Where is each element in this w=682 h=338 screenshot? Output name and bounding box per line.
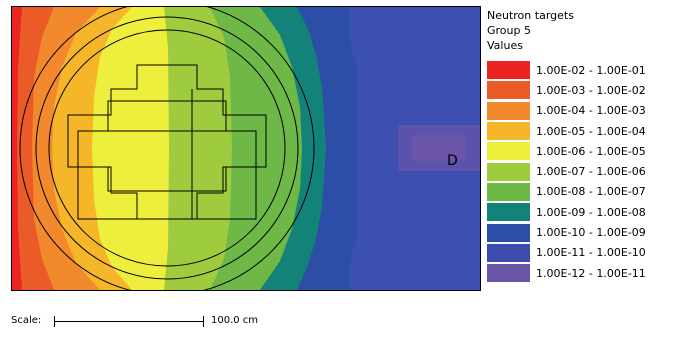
legend-item-label: 1.00E-09 - 1.00E-08 [536, 205, 646, 219]
scale-label: Scale: [11, 315, 42, 326]
legend-swatch [487, 122, 530, 141]
legend-item: 1.00E-10 - 1.00E-09 [487, 222, 679, 242]
cross-outline [67, 64, 267, 220]
middle-circle-outline [35, 16, 299, 280]
legend-item: 1.00E-04 - 1.00E-03 [487, 101, 679, 121]
legend-item: 1.00E-03 - 1.00E-02 [487, 80, 679, 100]
legend: Neutron targets Group 5 Values 1.00E-02 … [487, 8, 679, 283]
legend-item: 1.00E-09 - 1.00E-08 [487, 202, 679, 222]
legend-swatch [487, 61, 530, 80]
outer-circle-outline [19, 7, 315, 290]
legend-item: 1.00E-02 - 1.00E-01 [487, 60, 679, 80]
scale-bar: Scale: 100.0 cm [11, 312, 311, 332]
legend-item-label: 1.00E-03 - 1.00E-02 [536, 83, 646, 97]
legend-item-label: 1.00E-06 - 1.00E-05 [536, 144, 646, 158]
legend-swatch [487, 182, 530, 201]
band-red-orange [12, 7, 54, 290]
legend-swatch [487, 142, 530, 161]
legend-item: 1.00E-12 - 1.00E-11 [487, 263, 679, 283]
legend-item-label: 1.00E-08 - 1.00E-07 [536, 185, 646, 199]
legend-item: 1.00E-08 - 1.00E-07 [487, 182, 679, 202]
legend-swatch [487, 81, 530, 100]
legend-item-label: 1.00E-07 - 1.00E-06 [536, 165, 646, 179]
legend-item-label: 1.00E-11 - 1.00E-10 [536, 246, 646, 260]
legend-swatch [487, 264, 530, 283]
inner-circle-outline [48, 29, 286, 267]
legend-title-line-3: Values [487, 39, 523, 52]
legend-title-line-1: Neutron targets [487, 9, 574, 22]
legend-swatch [487, 243, 530, 262]
flux-map-plot[interactable]: D [11, 6, 481, 291]
cross-inner-outline [107, 100, 227, 192]
legend-item: 1.00E-05 - 1.00E-04 [487, 121, 679, 141]
legend-swatch [487, 101, 530, 120]
legend-item-label: 1.00E-04 - 1.00E-03 [536, 104, 646, 118]
detector-region-inner [412, 135, 466, 161]
scale-line [54, 321, 203, 322]
legend-item: 1.00E-07 - 1.00E-06 [487, 161, 679, 181]
detector-label: D [447, 153, 458, 169]
legend-item-label: 1.00E-05 - 1.00E-04 [536, 124, 646, 138]
flux-map-canvas: D [12, 7, 480, 290]
scale-value: 100.0 cm [211, 315, 259, 326]
legend-items: 1.00E-02 - 1.00E-01 1.00E-03 - 1.00E-02 1.… [487, 60, 679, 283]
legend-swatch [487, 203, 530, 222]
legend-swatch [487, 223, 530, 242]
legend-swatch [487, 162, 530, 181]
legend-title-line-2: Group 5 [487, 24, 531, 37]
legend-item-label: 1.00E-12 - 1.00E-11 [536, 266, 646, 280]
geometry-outlines [19, 7, 315, 290]
scale-end-tick [203, 316, 204, 327]
legend-item: 1.00E-06 - 1.00E-05 [487, 141, 679, 161]
legend-item-label: 1.00E-02 - 1.00E-01 [536, 63, 646, 77]
legend-item: 1.00E-11 - 1.00E-10 [487, 243, 679, 263]
legend-item-label: 1.00E-10 - 1.00E-09 [536, 226, 646, 240]
band-red [12, 7, 22, 290]
